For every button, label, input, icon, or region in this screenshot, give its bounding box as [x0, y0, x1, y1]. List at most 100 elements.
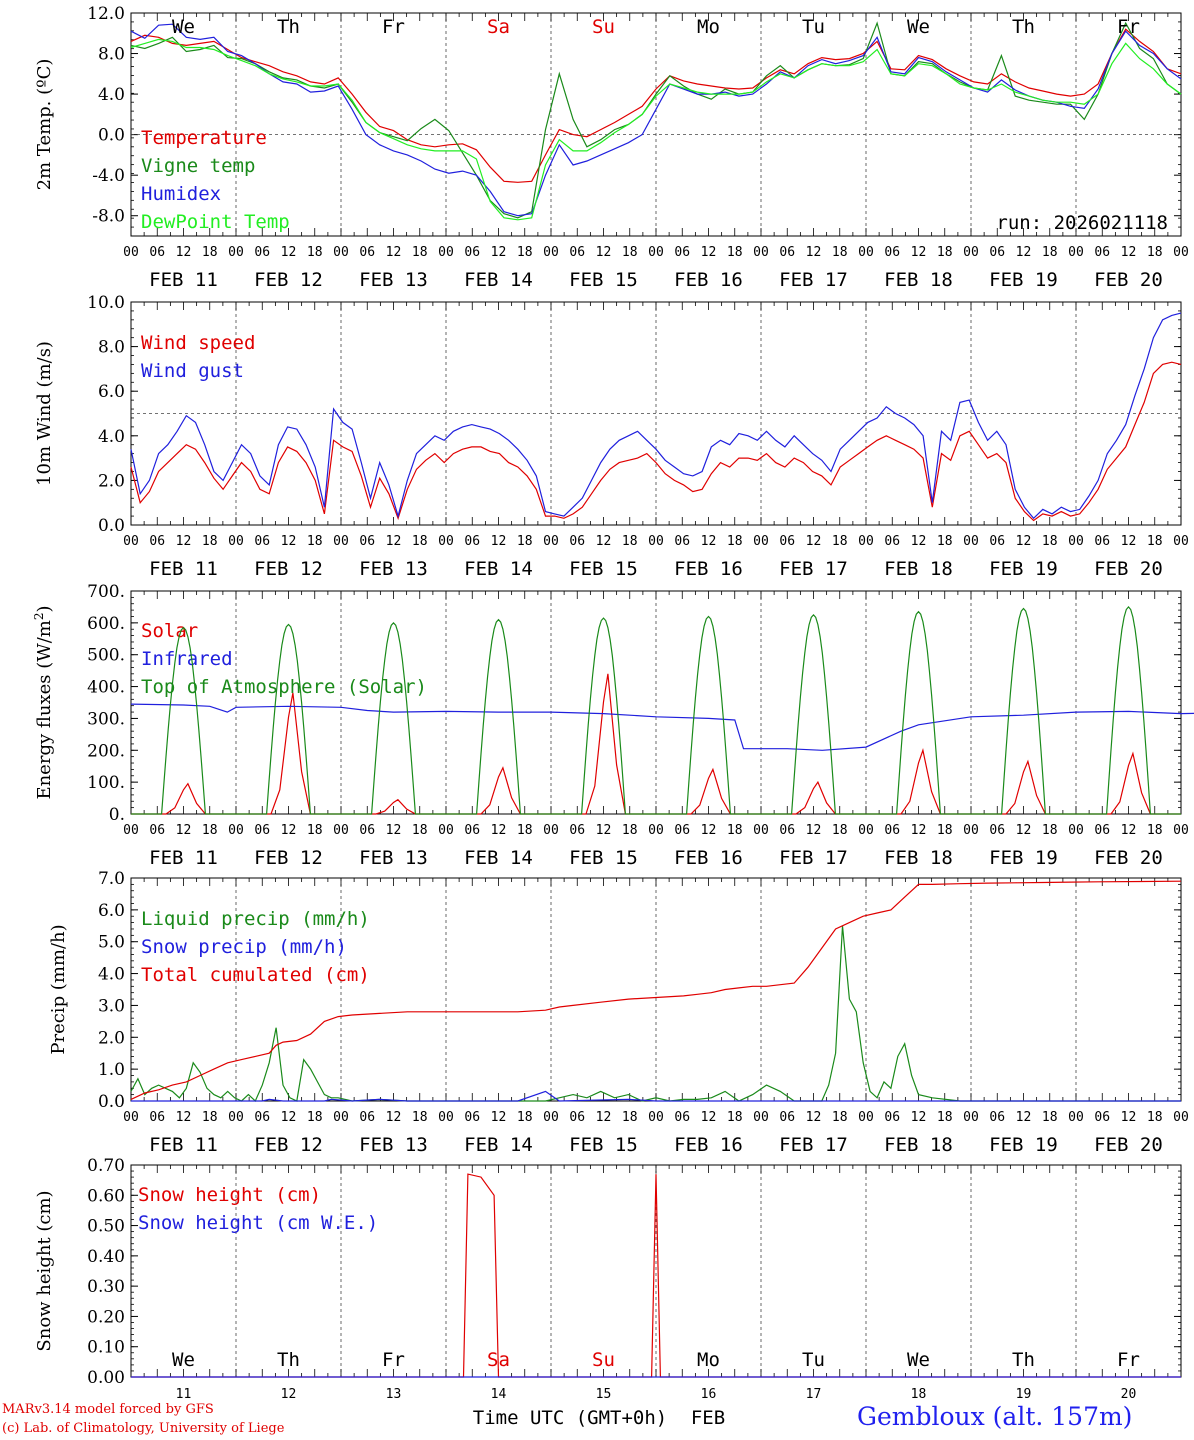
day-number-label: 11 [176, 1387, 192, 1402]
series-line-total-cumulated-cm- [130, 880, 1182, 1100]
hour-tick-label: 18 [832, 245, 848, 260]
hour-tick-label: 12 [176, 245, 192, 260]
hour-tick-label: 00 [123, 534, 139, 549]
hour-tick-label: 06 [149, 245, 165, 260]
hour-tick-label: 18 [727, 245, 743, 260]
hour-tick-label: 12 [281, 534, 297, 549]
y-tick-label: 0. [109, 805, 125, 825]
y-tick-label: 2.0 [98, 1028, 125, 1048]
hour-tick-label: 00 [543, 245, 559, 260]
hour-tick-label: 06 [359, 245, 375, 260]
hour-tick-label: 00 [648, 245, 664, 260]
hour-tick-label: 06 [674, 1110, 690, 1125]
y-tick-label: 0.60 [87, 1186, 125, 1206]
hour-tick-label: 18 [727, 823, 743, 838]
legend-vigne-temp: Vigne temp [141, 155, 255, 177]
day-number-label: 14 [491, 1387, 507, 1402]
hour-tick-label: 12 [1016, 823, 1032, 838]
y-tick-label: 0.00 [87, 1368, 125, 1388]
hour-tick-label: 18 [622, 245, 638, 260]
y-axis-label: 10m Wind (m/s) [34, 341, 55, 486]
hour-tick-label: 18 [1147, 534, 1163, 549]
legend-dewpoint-temp: DewPoint Temp [141, 211, 290, 233]
hour-tick-label: 18 [622, 534, 638, 549]
hour-tick-label: 12 [1016, 245, 1032, 260]
hour-tick-label: 06 [464, 245, 480, 260]
hour-tick-label: 00 [858, 245, 874, 260]
hour-tick-label: 12 [281, 245, 297, 260]
hour-tick-label: 00 [1068, 534, 1084, 549]
hour-tick-label: 00 [438, 823, 454, 838]
y-tick-label: 600. [87, 614, 125, 634]
hour-tick-label: 06 [359, 1110, 375, 1125]
y-tick-label: 0.70 [87, 1156, 125, 1176]
hour-tick-label: 06 [254, 245, 270, 260]
date-label: FEB 17 [779, 558, 848, 580]
hour-tick-label: 06 [569, 823, 585, 838]
hour-tick-label: 12 [701, 534, 717, 549]
hour-tick-label: 06 [989, 245, 1005, 260]
hour-tick-label: 12 [176, 534, 192, 549]
date-label: FEB 17 [779, 269, 848, 291]
date-label: FEB 14 [464, 558, 533, 580]
hour-tick-label: 06 [464, 823, 480, 838]
date-label: FEB 20 [1094, 1134, 1163, 1156]
hour-tick-label: 00 [228, 823, 244, 838]
hour-tick-label: 00 [858, 534, 874, 549]
weekday-label-top: Th [1012, 16, 1035, 38]
hour-tick-label: 00 [1068, 823, 1084, 838]
hour-tick-label: 06 [674, 534, 690, 549]
hour-tick-label: 12 [1121, 245, 1137, 260]
hour-tick-label: 06 [1094, 245, 1110, 260]
weekday-label-bottom: Su [592, 1349, 615, 1371]
hour-tick-label: 00 [963, 1110, 979, 1125]
date-label: FEB 15 [569, 847, 638, 869]
y-tick-label: 100. [87, 773, 125, 793]
series-line-humidex [130, 23, 1182, 217]
hour-tick-label: 00 [753, 823, 769, 838]
hour-tick-label: 12 [701, 823, 717, 838]
date-label: FEB 18 [884, 847, 953, 869]
date-label: FEB 11 [149, 269, 218, 291]
date-label: FEB 20 [1094, 847, 1163, 869]
date-label: FEB 20 [1094, 558, 1163, 580]
hour-tick-label: 06 [149, 534, 165, 549]
y-tick-label: 0.20 [87, 1307, 125, 1327]
date-label: FEB 12 [254, 558, 323, 580]
day-number-label: 13 [386, 1387, 402, 1402]
hour-tick-label: 06 [569, 534, 585, 549]
hour-tick-label: 12 [806, 1110, 822, 1125]
y-tick-label: 300. [87, 709, 125, 729]
weekday-label-bottom: Fr [1117, 1349, 1140, 1371]
hour-tick-label: 12 [386, 823, 402, 838]
hour-tick-label: 00 [1173, 245, 1189, 260]
hour-tick-label: 00 [123, 823, 139, 838]
hour-tick-label: 18 [412, 245, 428, 260]
hour-tick-label: 12 [701, 245, 717, 260]
hour-tick-label: 00 [228, 534, 244, 549]
date-label: FEB 14 [464, 1134, 533, 1156]
hour-tick-label: 12 [491, 1110, 507, 1125]
hour-tick-label: 12 [596, 823, 612, 838]
date-label: FEB 12 [254, 847, 323, 869]
hour-tick-label: 18 [1147, 245, 1163, 260]
weekday-label-bottom: Fr [382, 1349, 405, 1371]
weekday-label-bottom: Mo [697, 1349, 720, 1371]
hour-tick-label: 00 [123, 1110, 139, 1125]
legend-infrared: Infrared [141, 648, 233, 670]
hour-tick-label: 12 [1121, 823, 1137, 838]
model-credit: MARv3.14 model forced by GFS [2, 1402, 214, 1417]
hour-tick-label: 06 [674, 823, 690, 838]
hour-tick-label: 06 [884, 823, 900, 838]
hour-tick-label: 18 [622, 1110, 638, 1125]
y-tick-label: 0.0 [98, 1092, 125, 1112]
series-line-wind-gust [130, 312, 1182, 520]
hour-tick-label: 00 [333, 245, 349, 260]
hour-tick-label: 12 [386, 534, 402, 549]
hour-tick-label: 00 [858, 1110, 874, 1125]
station-title: Gembloux (alt. 157m) [857, 1402, 1133, 1431]
hour-tick-label: 00 [1068, 245, 1084, 260]
hour-tick-label: 06 [1094, 534, 1110, 549]
y-tick-label: 2.0 [98, 471, 125, 491]
hour-tick-label: 12 [911, 823, 927, 838]
